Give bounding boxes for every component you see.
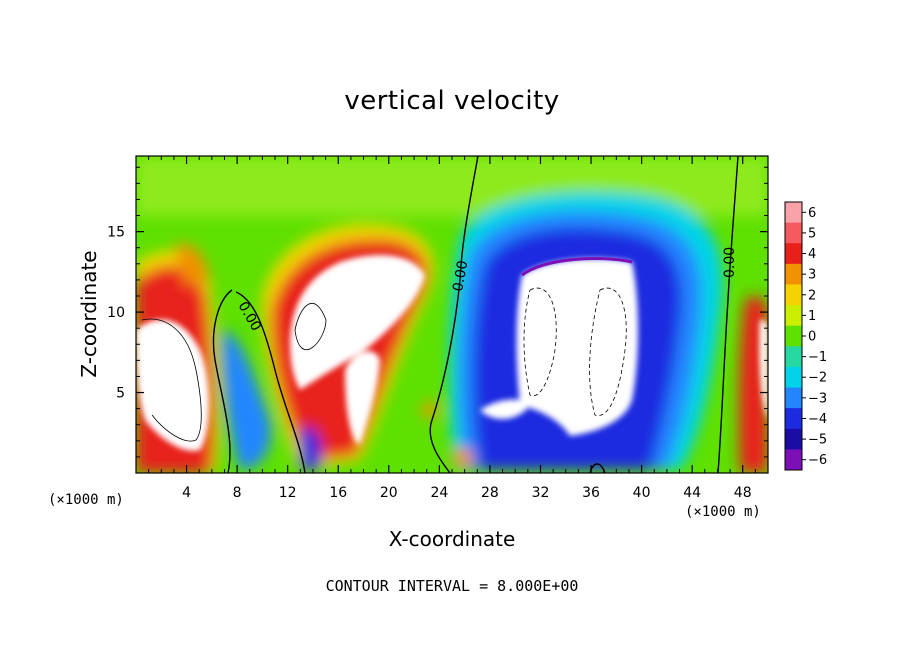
colorbar-swatch bbox=[785, 243, 802, 265]
colorbar-label: −5 bbox=[808, 433, 827, 448]
colorbar-swatch bbox=[785, 202, 802, 224]
colorbar-label: −2 bbox=[808, 371, 827, 386]
x-tick-label: 20 bbox=[380, 485, 398, 501]
colorbar-swatch bbox=[785, 346, 802, 368]
x-tick-label: 4 bbox=[182, 485, 191, 501]
x-axis-title: X-coordinate bbox=[389, 527, 516, 551]
colorbar-swatch bbox=[785, 428, 802, 450]
contour-label: 0.00 bbox=[722, 247, 738, 278]
colorbar-label: 5 bbox=[808, 226, 816, 241]
y-axis-title: Z-coordinate bbox=[77, 250, 101, 377]
colorbar-label: 2 bbox=[808, 288, 816, 303]
colorbar-swatch bbox=[785, 325, 802, 347]
y-tick-label: 10 bbox=[107, 305, 125, 321]
y-axis: 5 10 15 bbox=[107, 166, 768, 458]
colorbar-swatch bbox=[785, 366, 802, 389]
colorbar-swatch bbox=[785, 387, 802, 409]
x-unit-label-left: (×1000 m) bbox=[48, 492, 124, 508]
chart-title: vertical velocity bbox=[344, 86, 560, 116]
contour-interval-note: CONTOUR INTERVAL = 8.000E+00 bbox=[325, 577, 579, 595]
colorbar-label: −1 bbox=[808, 350, 827, 365]
y-tick-label: 15 bbox=[107, 225, 125, 241]
colorbar-label: 0 bbox=[808, 330, 816, 345]
colorbar-label: −4 bbox=[808, 412, 827, 427]
x-tick-label: 12 bbox=[279, 485, 297, 501]
colorbar-label: −6 bbox=[808, 453, 827, 468]
colorbar-swatch bbox=[785, 449, 802, 471]
contour-label: 0.00 bbox=[450, 259, 471, 292]
colorbar-label: −3 bbox=[808, 391, 827, 406]
velocity-field bbox=[136, 156, 768, 473]
x-axis: 4 8 12 16 20 24 28 32 36 40 44 48 bbox=[148, 156, 756, 501]
colorbar-label: 1 bbox=[808, 309, 816, 324]
x-tick-label: 24 bbox=[430, 485, 448, 501]
x-tick-label: 48 bbox=[734, 485, 752, 501]
x-tick-label: 16 bbox=[329, 485, 347, 501]
colorbar-swatch bbox=[785, 222, 802, 244]
x-tick-label: 8 bbox=[233, 485, 242, 501]
y-tick-label: 5 bbox=[116, 386, 125, 402]
x-unit-label-right: (×1000 m) bbox=[685, 504, 761, 520]
colorbar-label: 3 bbox=[808, 268, 816, 283]
colorbar-label: 6 bbox=[808, 206, 816, 221]
x-tick-label: 32 bbox=[532, 485, 550, 501]
colorbar-swatch bbox=[785, 408, 802, 430]
colorbar-swatch bbox=[785, 284, 802, 306]
colorbar-swatch bbox=[785, 263, 802, 285]
x-tick-label: 36 bbox=[582, 485, 600, 501]
colorbar-swatch bbox=[785, 305, 802, 327]
colorbar-label: 4 bbox=[808, 247, 816, 262]
colorbar: 6 5 4 3 2 1 0 −1 −2 −3 −4 −5 −6 bbox=[784, 201, 827, 471]
x-tick-label: 40 bbox=[633, 485, 651, 501]
x-tick-label: 44 bbox=[683, 485, 701, 501]
x-tick-label: 28 bbox=[481, 485, 499, 501]
